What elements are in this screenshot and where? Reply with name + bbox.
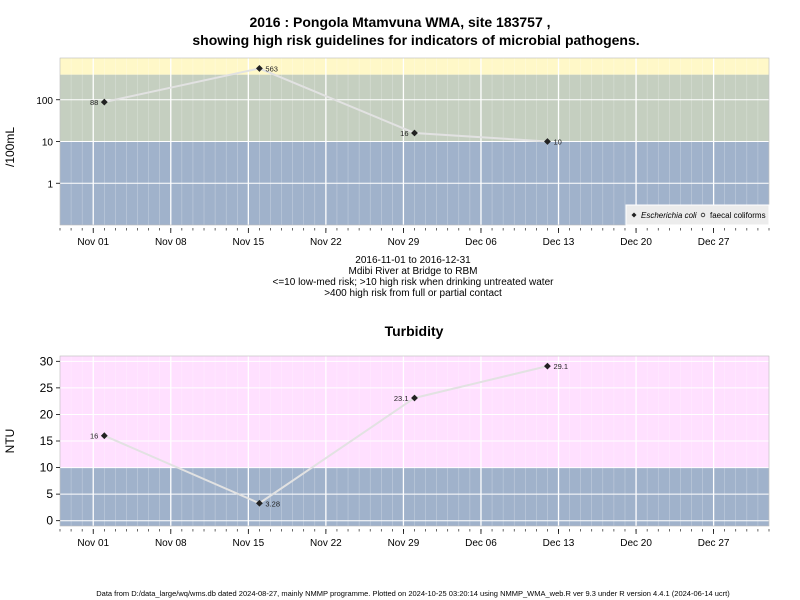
microbial-data-label-3: 10 (553, 138, 561, 147)
microbial-x-tick-label-6: Dec 13 (543, 237, 575, 248)
turbidity-point-0 (100, 432, 108, 440)
microbial-x-tick-label-7: Dec 20 (620, 237, 652, 248)
x-caption-line-2: Mdibi River at Bridge to RBM (349, 266, 478, 277)
turbidity-point-1 (256, 499, 263, 507)
turbidity-x-tick-label-7: Dec 20 (620, 538, 652, 549)
microbial-point-0 (100, 98, 108, 106)
microbial-series-line-0 (104, 67, 548, 143)
turbidity-point-2 (411, 394, 418, 402)
microbial-y-tick-label-1: 10 (42, 138, 54, 149)
turbidity-y-tick-label-3: 15 (40, 434, 54, 448)
turbidity-x-tick-label-2: Nov 15 (232, 538, 264, 549)
microbial-plot: 1 10 100 Nov 01 Nov 08 Nov 15 Nov 22 Nov 29 Dec … (36, 57, 770, 248)
turbidity-y-tick-label-4: 20 (40, 407, 54, 421)
legend-marker-faecal-coliforms (700, 212, 706, 218)
legend-label-e-coli: Escherichia coli (641, 211, 697, 220)
microbial-point-3 (544, 138, 551, 145)
turbidity-y-tick-label-6: 30 (40, 354, 54, 368)
turbidity-y-tick-label-1: 5 (46, 487, 53, 501)
microbial-x-tick-label-2: Nov 15 (232, 237, 264, 248)
legend-box (625, 204, 770, 226)
turbidity-point-3 (544, 362, 551, 370)
legend-marker-e-coli (631, 212, 637, 218)
turbidity-series-line-0 (103, 365, 548, 505)
turbidity-x-tick-label-8: Dec 27 (698, 538, 730, 549)
turbidity-x-tick-label-4: Nov 29 (388, 538, 420, 549)
turbidity-title: Turbidity (385, 323, 444, 339)
microbial-data-label-2: 16 (400, 129, 408, 138)
x-caption-line-4: >400 high risk from full or partial cont… (324, 288, 502, 299)
microbial-x-tick-label-0: Nov 01 (77, 237, 109, 248)
turbidity-y-tick-label-5: 25 (40, 381, 54, 395)
microbial-y-tick-label-2: 100 (36, 96, 53, 107)
microbial-y-tick-label-0: 1 (47, 179, 53, 190)
microbial-x-tick-label-8: Dec 27 (698, 237, 730, 248)
turbidity-data-label-0: 16 (90, 432, 98, 441)
x-caption-line-1: 2016-11-01 to 2016-12-31 (355, 255, 471, 266)
turbidity-y-tick-label-0: 0 (46, 514, 53, 528)
microbial-y-axis-label: /100mL (3, 127, 17, 167)
microbial-data-label-1: 563 (265, 64, 278, 73)
turbidity-x-tick-label-6: Dec 13 (543, 538, 575, 549)
microbial-x-tick-label-5: Dec 06 (465, 237, 497, 248)
turbidity-data-label-3: 29.1 (553, 362, 568, 371)
chart-subtitle: showing high risk guidelines for indicat… (192, 32, 639, 48)
turbidity-plot: 0 5 10 15 20 25 30 Nov 01 Nov 08 Nov 15 Nov 22 Nov … (40, 354, 770, 549)
microbial-x-tick-label-1: Nov 08 (155, 237, 187, 248)
microbial-point-1 (256, 65, 263, 72)
chart-title: 2016 : Pongola Mtamvuna WMA, site 183757… (249, 14, 550, 30)
turbidity-data-label-1: 3.28 (265, 499, 280, 508)
turbidity-x-tick-label-3: Nov 22 (310, 538, 342, 549)
microbial-x-tick-label-3: Nov 22 (310, 237, 342, 248)
legend: Escherichia coli faecal coliforms (625, 204, 770, 226)
turbidity-y-tick-label-2: 10 (40, 461, 54, 475)
turbidity-x-tick-label-0: Nov 01 (77, 538, 109, 549)
microbial-x-tick-label-4: Nov 29 (388, 237, 420, 248)
microbial-point-2 (411, 129, 418, 137)
x-caption-line-3: <=10 low-med risk; >10 high risk when dr… (273, 277, 555, 288)
legend-label-faecal-coliforms: faecal coliforms (710, 211, 766, 220)
microbial-data-label-0: 88 (90, 98, 98, 107)
turbidity-y-axis-label: NTU (3, 429, 17, 454)
turbidity-x-tick-label-5: Dec 06 (465, 538, 497, 549)
turbidity-data-label-2: 23.1 (394, 394, 409, 403)
turbidity-x-tick-label-1: Nov 08 (155, 538, 187, 549)
footer-note: Data from D:/data_large/wq/wms.db dated … (96, 589, 730, 598)
